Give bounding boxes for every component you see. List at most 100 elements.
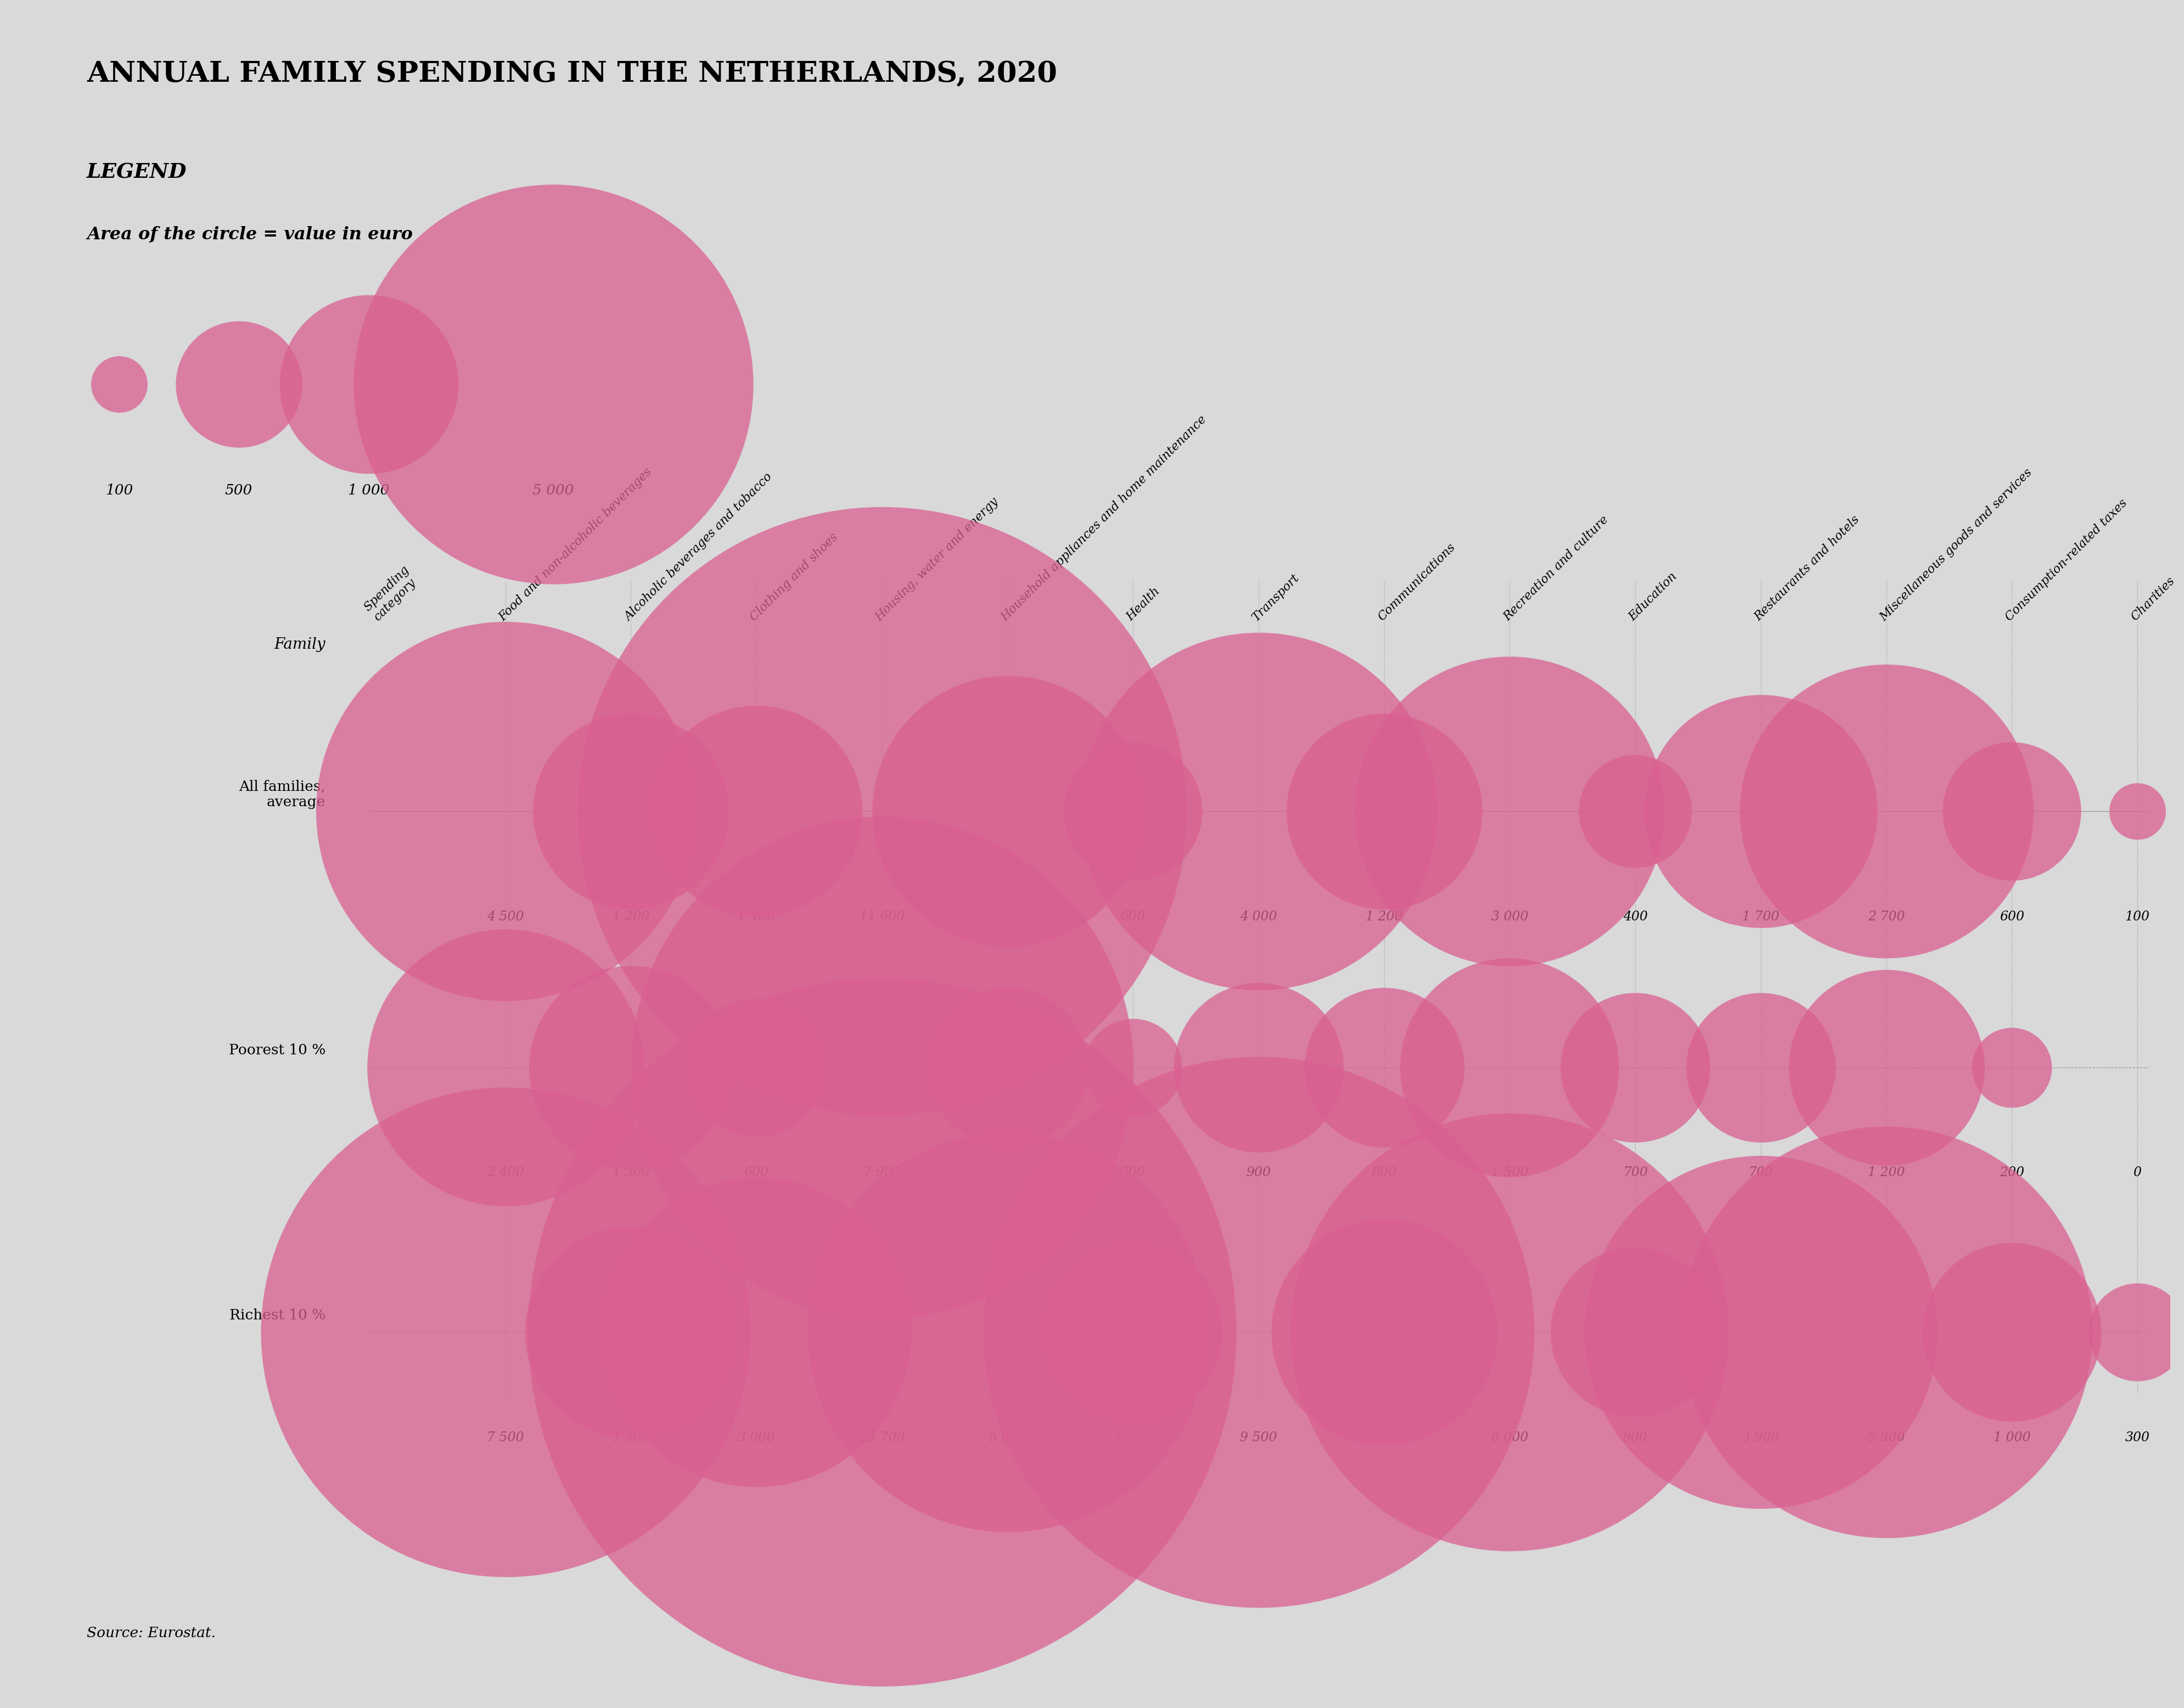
Text: 1 300: 1 300 xyxy=(612,1167,649,1179)
Point xyxy=(1994,1054,2029,1081)
Point xyxy=(865,1054,900,1081)
Point xyxy=(103,371,138,398)
Text: 1 200: 1 200 xyxy=(1867,1167,1904,1179)
Point xyxy=(535,371,570,398)
Text: 400: 400 xyxy=(1623,910,1647,922)
Text: Source: Eurostat.: Source: Eurostat. xyxy=(87,1626,216,1640)
Text: Poorest 10 %: Poorest 10 % xyxy=(229,1044,325,1057)
Text: 700: 700 xyxy=(1747,1167,1773,1179)
Text: Education: Education xyxy=(1627,570,1679,623)
Point xyxy=(989,1319,1024,1346)
Point xyxy=(1743,1319,1778,1346)
Text: 300: 300 xyxy=(2125,1431,2149,1443)
Text: Charities: Charities xyxy=(2129,576,2177,623)
Text: 7 900: 7 900 xyxy=(863,1167,900,1179)
Point xyxy=(1618,798,1653,825)
Point xyxy=(1241,798,1275,825)
Point xyxy=(1618,1319,1653,1346)
Text: Restaurants and hotels: Restaurants and hotels xyxy=(1752,514,1861,623)
Text: 500: 500 xyxy=(225,483,253,497)
Point xyxy=(1492,798,1527,825)
Text: 200: 200 xyxy=(1998,1167,2025,1179)
Point xyxy=(1618,1054,1653,1081)
Text: 1 200: 1 200 xyxy=(612,910,649,922)
Text: Consumption-related taxes: Consumption-related taxes xyxy=(2003,497,2129,623)
Text: 1 400: 1 400 xyxy=(738,910,775,922)
Text: 15 700: 15 700 xyxy=(858,1431,904,1443)
Point xyxy=(1867,1054,1902,1081)
Text: 7 500: 7 500 xyxy=(487,1431,524,1443)
Text: 9 500: 9 500 xyxy=(1241,1431,1278,1443)
Point xyxy=(487,1319,522,1346)
Point xyxy=(865,798,900,825)
Text: Communications: Communications xyxy=(1376,541,1457,623)
Text: Food and non-alcoholic beverages: Food and non-alcoholic beverages xyxy=(496,466,655,623)
Text: Richest 10 %: Richest 10 % xyxy=(229,1308,325,1322)
Text: 1 500: 1 500 xyxy=(1492,1167,1529,1179)
Point xyxy=(221,371,256,398)
Point xyxy=(1994,798,2029,825)
Text: Health: Health xyxy=(1125,586,1162,623)
Point xyxy=(1241,1319,1275,1346)
Text: 4 500: 4 500 xyxy=(487,910,524,922)
Text: 2 300: 2 300 xyxy=(989,910,1026,922)
Text: Recreation and culture: Recreation and culture xyxy=(1500,514,1610,623)
Point xyxy=(1367,1054,1402,1081)
Point xyxy=(1116,798,1151,825)
Text: 1 200: 1 200 xyxy=(1365,910,1402,922)
Point xyxy=(1867,798,1902,825)
Text: Transport: Transport xyxy=(1249,572,1302,623)
Point xyxy=(614,798,649,825)
Text: Miscellaneous goods and services: Miscellaneous goods and services xyxy=(1878,466,2033,623)
Point xyxy=(352,371,387,398)
Text: 5 000: 5 000 xyxy=(533,483,574,497)
Point xyxy=(487,798,522,825)
Text: 1 700: 1 700 xyxy=(1743,910,1778,922)
Text: Clothing and shoes: Clothing and shoes xyxy=(747,531,841,623)
Text: 6 000: 6 000 xyxy=(1492,1431,1529,1443)
Point xyxy=(614,1319,649,1346)
Point xyxy=(2118,1319,2153,1346)
Point xyxy=(1994,1319,2029,1346)
Point xyxy=(1367,798,1402,825)
Text: 2 700: 2 700 xyxy=(1867,910,1904,922)
Text: 1 600: 1 600 xyxy=(1365,1431,1402,1443)
Point xyxy=(1492,1319,1527,1346)
Text: 11 600: 11 600 xyxy=(858,910,904,922)
Text: 900: 900 xyxy=(1623,1431,1647,1443)
Text: 1 000: 1 000 xyxy=(1992,1431,2029,1443)
Text: 300: 300 xyxy=(1120,1167,1144,1179)
Text: 1 000: 1 000 xyxy=(347,483,389,497)
Text: 5 300: 5 300 xyxy=(1867,1431,1904,1443)
Text: 5 000: 5 000 xyxy=(989,1431,1026,1443)
Text: 2 400: 2 400 xyxy=(487,1167,524,1179)
Point xyxy=(738,1319,773,1346)
Text: Area of the circle = value in euro: Area of the circle = value in euro xyxy=(87,225,413,243)
Point xyxy=(989,798,1024,825)
Text: ANNUAL FAMILY SPENDING IN THE NETHERLANDS, 2020: ANNUAL FAMILY SPENDING IN THE NETHERLAND… xyxy=(87,60,1057,87)
Point xyxy=(738,1054,773,1081)
Point xyxy=(2118,798,2153,825)
Point xyxy=(1743,1054,1778,1081)
Text: 3 000: 3 000 xyxy=(738,1431,775,1443)
Text: 1 400: 1 400 xyxy=(612,1431,649,1443)
Text: 1 000: 1 000 xyxy=(1114,1431,1151,1443)
Point xyxy=(1116,1054,1151,1081)
Text: All families,
average: All families, average xyxy=(238,779,325,810)
Text: Housing, water and energy: Housing, water and energy xyxy=(874,495,1000,623)
Point xyxy=(1116,1319,1151,1346)
Text: 100: 100 xyxy=(105,483,133,497)
Text: Alcoholic beverages and tobacco: Alcoholic beverages and tobacco xyxy=(622,471,775,623)
Point xyxy=(865,1319,900,1346)
Point xyxy=(738,798,773,825)
Point xyxy=(1867,1319,1902,1346)
Point xyxy=(614,1054,649,1081)
Text: 3 900: 3 900 xyxy=(1743,1431,1778,1443)
Point xyxy=(1367,1319,1402,1346)
Point xyxy=(1492,1054,1527,1081)
Text: 3 000: 3 000 xyxy=(1492,910,1529,922)
Text: Family: Family xyxy=(273,637,325,652)
Point xyxy=(1743,798,1778,825)
Text: 700: 700 xyxy=(1623,1167,1647,1179)
Text: LEGEND: LEGEND xyxy=(87,162,188,183)
